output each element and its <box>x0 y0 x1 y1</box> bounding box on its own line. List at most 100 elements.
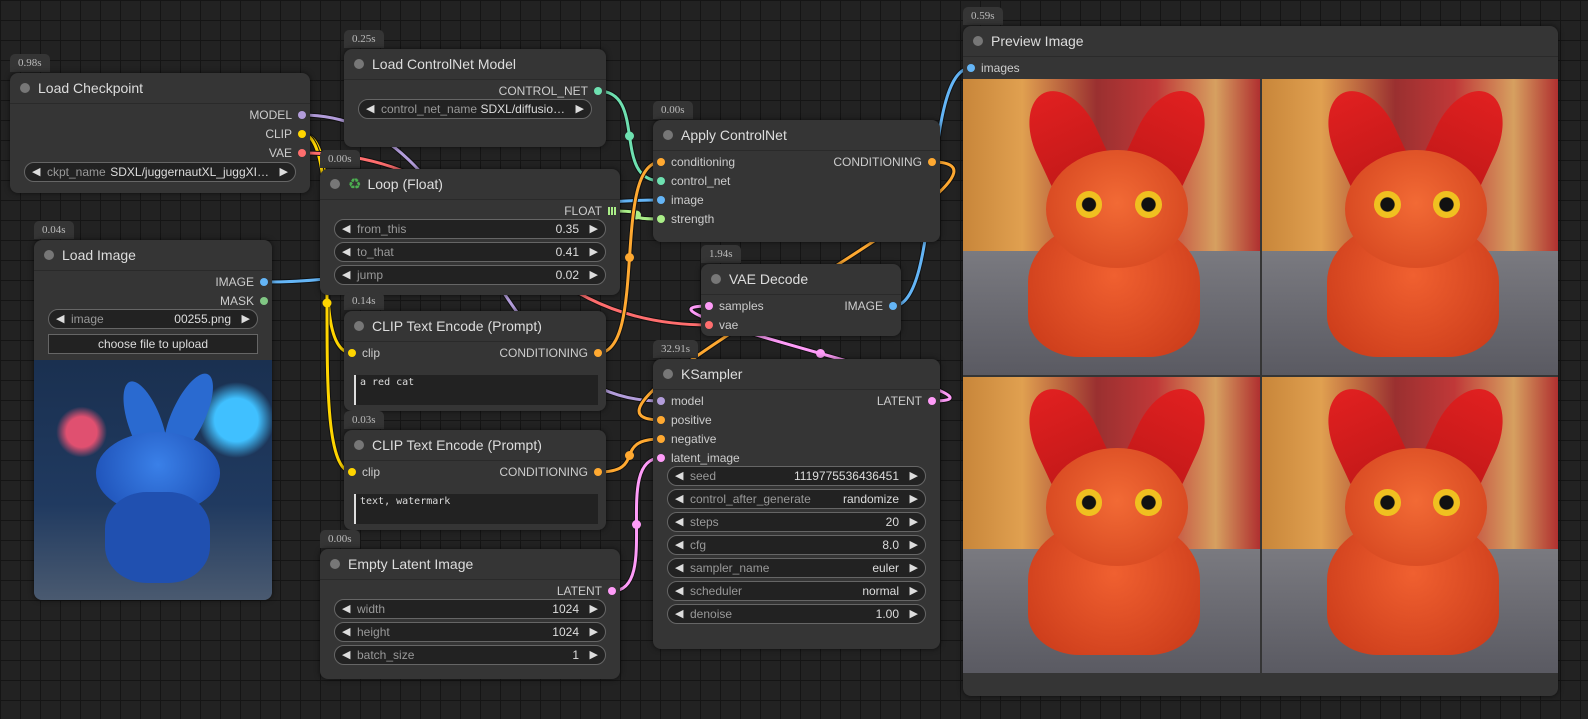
latent_image-connector-icon[interactable] <box>657 454 665 462</box>
node-ksampler[interactable]: KSampler model positive negative latent_imag… <box>653 359 940 649</box>
input-slot-positive[interactable]: positive <box>653 412 712 428</box>
increment-arrow-icon[interactable]: ▶ <box>909 470 918 482</box>
input-slot-latent_image[interactable]: latent_image <box>653 450 740 466</box>
output-slot-LATENT[interactable]: LATENT <box>877 393 940 409</box>
input-slot-negative[interactable]: negative <box>653 431 716 447</box>
node-cnet[interactable]: Load ControlNet Model CONTROL_NET ◀ control… <box>344 49 606 147</box>
output-slot-MODEL[interactable]: MODEL <box>249 107 310 123</box>
node-preview[interactable]: Preview Image images <box>963 26 1558 696</box>
node-title-bar[interactable]: Load Image <box>34 240 272 271</box>
preview-image[interactable] <box>1261 377 1558 673</box>
node-title-bar[interactable]: KSampler <box>653 359 940 390</box>
output-slot-CONDITIONING[interactable]: CONDITIONING <box>833 154 940 170</box>
increment-arrow-icon[interactable]: ▶ <box>909 608 918 620</box>
model-connector-icon[interactable] <box>657 397 665 405</box>
collapse-toggle-icon[interactable] <box>44 250 54 260</box>
decrement-arrow-icon[interactable]: ◀ <box>675 470 684 482</box>
node-title-bar[interactable]: Preview Image <box>963 26 1558 57</box>
input-slot-strength[interactable]: strength <box>653 211 714 227</box>
preview-image[interactable] <box>963 377 1260 673</box>
increment-arrow-icon[interactable]: ▶ <box>589 626 598 638</box>
CONTROL_NET-connector-icon[interactable] <box>594 87 602 95</box>
widget-batch_size[interactable]: ◀ batch_size 1 ▶ <box>334 645 606 665</box>
widget-control_after_generate[interactable]: ◀ control_after_generate randomize ▶ <box>667 489 926 509</box>
image-connector-icon[interactable] <box>657 196 665 204</box>
input-slot-model[interactable]: model <box>653 393 704 409</box>
widget-value[interactable]: euler <box>872 561 899 575</box>
widget-value[interactable]: 1119775536436451 <box>794 469 899 483</box>
increment-arrow-icon[interactable]: ▶ <box>909 562 918 574</box>
input-slot-images[interactable]: images <box>963 60 1020 76</box>
prompt-textarea[interactable]: text, watermark <box>354 494 598 524</box>
collapse-toggle-icon[interactable] <box>663 369 673 379</box>
collapse-toggle-icon[interactable] <box>354 440 364 450</box>
conditioning-connector-icon[interactable] <box>657 158 665 166</box>
decrement-arrow-icon[interactable]: ◀ <box>675 585 684 597</box>
decrement-arrow-icon[interactable]: ◀ <box>675 539 684 551</box>
images-connector-icon[interactable] <box>967 64 975 72</box>
node-title-bar[interactable]: CLIP Text Encode (Prompt) <box>344 311 606 342</box>
widget-cfg[interactable]: ◀ cfg 8.0 ▶ <box>667 535 926 555</box>
increment-arrow-icon[interactable]: ▶ <box>241 313 250 325</box>
node-apply[interactable]: Apply ControlNet conditioning control_net i… <box>653 120 940 242</box>
node-title-bar[interactable]: VAE Decode <box>701 264 901 295</box>
output-slot-MASK[interactable]: MASK <box>220 293 272 309</box>
widget-height[interactable]: ◀ height 1024 ▶ <box>334 622 606 642</box>
CONDITIONING-connector-icon[interactable] <box>928 158 936 166</box>
link-midpoint-icon[interactable] <box>625 451 634 460</box>
increment-arrow-icon[interactable]: ▶ <box>909 493 918 505</box>
increment-arrow-icon[interactable]: ▶ <box>909 516 918 528</box>
widget-value[interactable]: 0.35 <box>555 222 579 236</box>
link-midpoint-icon[interactable] <box>625 253 634 262</box>
widget-value[interactable]: SDXL/diffusio… <box>480 102 566 116</box>
CLIP-connector-icon[interactable] <box>298 130 306 138</box>
input-slot-clip[interactable]: clip <box>344 464 380 480</box>
widget-image[interactable]: ◀ image 00255.png ▶ <box>48 309 258 329</box>
widget-seed[interactable]: ◀ seed 1119775536436451 ▶ <box>667 466 926 486</box>
vae-connector-icon[interactable] <box>705 321 713 329</box>
control_net-connector-icon[interactable] <box>657 177 665 185</box>
output-slot-CONDITIONING[interactable]: CONDITIONING <box>499 345 606 361</box>
widget-value[interactable]: 0.41 <box>555 245 579 259</box>
output-slot-CONDITIONING[interactable]: CONDITIONING <box>499 464 606 480</box>
negative-connector-icon[interactable] <box>657 435 665 443</box>
output-slot-FLOAT[interactable]: FLOAT <box>564 203 620 219</box>
MASK-connector-icon[interactable] <box>260 297 268 305</box>
decrement-arrow-icon[interactable]: ◀ <box>56 313 65 325</box>
increment-arrow-icon[interactable]: ▶ <box>909 585 918 597</box>
node-title-bar[interactable]: CLIP Text Encode (Prompt) <box>344 430 606 461</box>
input-slot-samples[interactable]: samples <box>701 298 764 314</box>
decrement-arrow-icon[interactable]: ◀ <box>342 649 351 661</box>
collapse-toggle-icon[interactable] <box>330 559 340 569</box>
widget-value[interactable]: SDXL/juggernautXL_juggXI… <box>110 165 269 179</box>
preview-image[interactable] <box>1261 79 1558 375</box>
decrement-arrow-icon[interactable]: ◀ <box>342 269 351 281</box>
widget-value[interactable]: 1.00 <box>875 607 899 621</box>
choose-file-button[interactable]: choose file to upload <box>48 334 258 354</box>
node-title-bar[interactable]: Apply ControlNet <box>653 120 940 151</box>
output-slot-CONTROL_NET[interactable]: CONTROL_NET <box>499 83 606 99</box>
node-clip1[interactable]: CLIP Text Encode (Prompt) clip CONDITIONIN… <box>344 311 606 411</box>
output-slot-IMAGE[interactable]: IMAGE <box>215 274 272 290</box>
widget-value[interactable]: randomize <box>842 492 899 506</box>
strength-connector-icon[interactable] <box>657 215 665 223</box>
widget-value[interactable]: 1 <box>572 648 579 662</box>
collapse-toggle-icon[interactable] <box>20 83 30 93</box>
clip-connector-icon[interactable] <box>348 349 356 357</box>
LATENT-connector-icon[interactable] <box>608 587 616 595</box>
preview-image[interactable] <box>963 79 1260 375</box>
CONDITIONING-connector-icon[interactable] <box>594 349 602 357</box>
input-slot-image[interactable]: image <box>653 192 704 208</box>
link-midpoint-icon[interactable] <box>322 298 332 308</box>
LATENT-connector-icon[interactable] <box>928 397 936 405</box>
widget-denoise[interactable]: ◀ denoise 1.00 ▶ <box>667 604 926 624</box>
CONDITIONING-connector-icon[interactable] <box>594 468 602 476</box>
link-midpoint-icon[interactable] <box>816 349 825 358</box>
MODEL-connector-icon[interactable] <box>298 111 306 119</box>
node-clip2[interactable]: CLIP Text Encode (Prompt) clip CONDITIONIN… <box>344 430 606 530</box>
collapse-toggle-icon[interactable] <box>354 321 364 331</box>
decrement-arrow-icon[interactable]: ◀ <box>342 223 351 235</box>
increment-arrow-icon[interactable]: ▶ <box>589 269 598 281</box>
output-slot-CLIP[interactable]: CLIP <box>265 126 310 142</box>
collapse-toggle-icon[interactable] <box>973 36 983 46</box>
